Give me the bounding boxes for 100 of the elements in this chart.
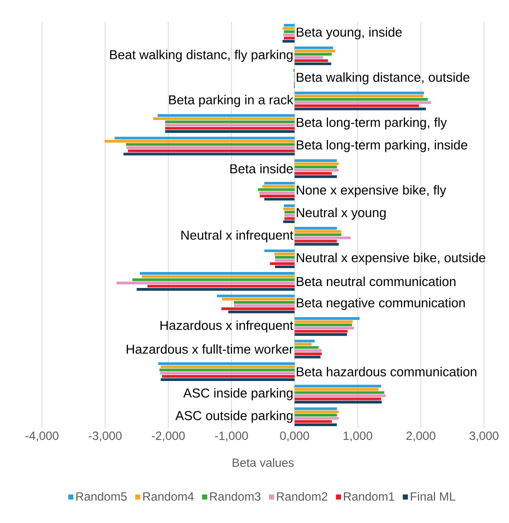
y-tick-label: Beat walking distanc, fly parking (110, 50, 293, 62)
bar (160, 365, 295, 368)
legend-label: Random3 (210, 492, 260, 501)
x-tick-label: -3,000 (88, 432, 122, 442)
y-tick-label: Beta parking in a rack (169, 94, 294, 107)
y-tick-label: Neutral x infrequent (181, 230, 294, 242)
bar (294, 324, 352, 326)
bar (294, 175, 337, 178)
bar (294, 62, 332, 66)
bar (165, 130, 295, 133)
bar (294, 226, 337, 230)
x-tick-label: 3,000 (469, 432, 498, 442)
bar (104, 140, 295, 143)
x-tick-label: 1,000 (344, 432, 372, 442)
legend-label: Final ML (410, 492, 456, 501)
bar (294, 166, 337, 168)
legend-label: Random2 (277, 492, 328, 501)
bar (294, 410, 339, 414)
legend-label: Random5 (76, 492, 127, 501)
bar (294, 172, 332, 175)
y-tick-label: Neutral x young (296, 208, 386, 220)
y-tick-label: Beta hazardous communication (296, 366, 476, 376)
bar (262, 185, 295, 188)
bar (294, 333, 347, 336)
bar (228, 310, 295, 314)
bar (132, 278, 295, 282)
bar (136, 288, 295, 291)
bar (294, 346, 319, 349)
bar (294, 52, 332, 56)
bar (294, 56, 323, 59)
bar (126, 146, 295, 149)
bar (294, 388, 379, 391)
bar (294, 398, 382, 400)
bar (260, 194, 295, 198)
bar (284, 217, 295, 220)
legend-label: Random4 (143, 492, 194, 501)
bar (216, 294, 295, 298)
bar (294, 420, 332, 423)
bar (294, 46, 334, 50)
bar (294, 92, 424, 94)
bar (259, 191, 295, 194)
bar (274, 265, 295, 268)
y-tick-label: Beta neutral communication (296, 276, 456, 286)
bar (234, 300, 295, 304)
bar (294, 236, 351, 240)
bar (294, 356, 320, 358)
bar (159, 368, 295, 372)
bar (294, 384, 382, 388)
y-tick-label: Neutral x expensive bike, outside (296, 252, 486, 265)
y-tick-label: Beta negative communication (296, 298, 465, 310)
bar (294, 416, 339, 420)
bar (294, 242, 339, 246)
bar (160, 378, 295, 381)
bar (294, 391, 384, 394)
bar (116, 282, 295, 284)
bar (294, 108, 426, 110)
x-tick-label: -2,000 (152, 432, 185, 442)
bar (282, 27, 295, 30)
bar (294, 94, 424, 98)
bar (294, 59, 328, 62)
bar (282, 40, 295, 43)
bar (126, 143, 295, 146)
bar (294, 320, 353, 324)
bar (165, 124, 295, 126)
bar (284, 30, 295, 34)
bar (283, 208, 295, 210)
bar (284, 24, 295, 27)
bar (264, 249, 295, 252)
bar (270, 262, 295, 265)
bar (158, 362, 295, 365)
bar (284, 210, 295, 214)
bar (264, 198, 295, 201)
y-tick-label: Hazardous x fullt-time worker (126, 344, 294, 354)
bar (284, 204, 295, 208)
y-tick-label: None x expensive bike, fly (296, 185, 446, 198)
bar (128, 150, 295, 152)
bar (284, 214, 295, 217)
bar (294, 98, 428, 101)
bar (284, 36, 295, 40)
x-tick-label: -1,000 (215, 432, 248, 442)
x-tick-label: -4,000 (26, 432, 58, 442)
bar (142, 275, 295, 278)
bar (165, 126, 295, 130)
bar (294, 326, 354, 330)
y-tick-label: Beta young, inside (296, 27, 402, 40)
y-tick-label: ASC inside parking (183, 388, 293, 400)
bar (294, 407, 337, 410)
bar (294, 50, 335, 52)
bar (294, 233, 342, 236)
bar (294, 230, 342, 233)
bar (294, 394, 386, 398)
y-tick-label: Beta long-term parking, fly (296, 117, 447, 130)
x-axis-title: Beta values (232, 458, 294, 467)
bar (294, 330, 348, 333)
bar (283, 220, 295, 224)
bar (234, 304, 295, 307)
bar (294, 317, 360, 320)
bar (294, 168, 339, 172)
bar (147, 284, 295, 288)
bar (158, 114, 295, 117)
